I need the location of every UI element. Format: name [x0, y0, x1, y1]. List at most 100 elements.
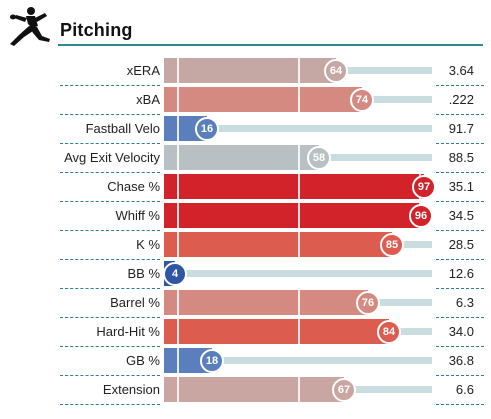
bar-gridline: [177, 58, 179, 83]
percentile-bar: [164, 174, 424, 199]
stat-value: 28.5: [448, 237, 474, 252]
stat-label: GB %: [126, 353, 160, 368]
percentile-track-area: 64: [164, 56, 432, 85]
percentile-track: [164, 125, 432, 132]
bar-gridline: [177, 145, 179, 170]
stat-value: 88.5: [448, 150, 474, 165]
percentile-badge: 76: [356, 291, 380, 315]
percentile-bar: [164, 319, 389, 344]
row-divider: [60, 172, 160, 173]
percentile-track-area: 58: [164, 143, 432, 172]
percentile-badge: 97: [412, 175, 436, 199]
stat-value: 6.6: [455, 382, 474, 397]
stat-value: 12.6: [448, 266, 474, 281]
stat-row: Fastball Velo 16 91.7: [0, 114, 491, 144]
row-divider: [436, 375, 484, 376]
row-divider: [436, 404, 484, 405]
page-title: Pitching: [60, 20, 133, 40]
stat-row: xERA 64 3.64: [0, 56, 491, 86]
stat-value: 3.64: [448, 63, 474, 78]
stat-label: Barrel %: [110, 295, 160, 310]
percentile-bar: [164, 145, 319, 170]
stat-label: Avg Exit Velocity: [64, 150, 160, 165]
row-divider: [436, 114, 484, 115]
row-divider: [436, 143, 484, 144]
stat-label: Chase %: [107, 179, 160, 194]
stat-label: xBA: [136, 92, 160, 107]
stat-row: Extension 67 6.6: [0, 375, 491, 405]
percentile-track-area: 74: [164, 85, 432, 114]
bar-gridline: [177, 116, 179, 141]
stat-row: GB % 18 36.8: [0, 346, 491, 376]
stat-row: Avg Exit Velocity 58 88.5: [0, 143, 491, 173]
percentile-badge: 18: [200, 349, 224, 373]
stat-label: BB %: [127, 266, 160, 281]
percentile-bar: [164, 232, 392, 257]
stat-label: Whiff %: [115, 208, 160, 223]
stat-label: xERA: [126, 63, 160, 78]
percentile-badge: 74: [350, 88, 374, 112]
bar-gridline: [298, 174, 300, 199]
row-divider: [60, 201, 160, 202]
stat-value: 6.3: [455, 295, 474, 310]
percentile-bar: [164, 290, 368, 315]
row-divider: [436, 172, 484, 173]
row-divider: [60, 259, 160, 260]
row-divider: [436, 230, 484, 231]
bar-gridline: [298, 203, 300, 228]
bar-gridline: [177, 232, 179, 257]
stat-value: 36.8: [448, 353, 474, 368]
stat-label: K %: [136, 237, 160, 252]
bar-gridline: [177, 290, 179, 315]
row-divider: [60, 317, 160, 318]
percentile-track-area: 67: [164, 375, 432, 404]
percentile-track: [164, 357, 432, 364]
stat-row: K % 85 28.5: [0, 230, 491, 260]
percentile-track-area: 96: [164, 201, 433, 230]
percentile-badge: 64: [324, 59, 348, 83]
row-divider: [60, 85, 160, 86]
stat-row: Chase % 97 35.1: [0, 172, 491, 202]
bar-gridline: [177, 203, 179, 228]
percentile-track-area: 97: [164, 172, 436, 201]
row-divider: [60, 346, 160, 347]
bar-gridline: [298, 319, 300, 344]
bar-gridline: [177, 348, 179, 373]
row-divider: [436, 346, 484, 347]
stat-row: xBA 74 .222: [0, 85, 491, 115]
stat-label: Extension: [102, 382, 160, 397]
percentile-badge: 4: [163, 262, 187, 286]
stat-value: 34.0: [448, 324, 474, 339]
stat-value: 34.5: [448, 208, 474, 223]
row-divider: [436, 317, 484, 318]
stat-value: 35.1: [448, 179, 474, 194]
percentile-track-area: 18: [164, 346, 432, 375]
bar-gridline: [298, 87, 300, 112]
stat-value: .222: [448, 92, 474, 107]
bar-gridline: [298, 58, 300, 83]
percentile-track: [164, 270, 432, 277]
stat-row: Whiff % 96 34.5: [0, 201, 491, 231]
bar-gridline: [298, 145, 300, 170]
row-divider: [436, 259, 484, 260]
row-divider: [436, 201, 484, 202]
percentile-track-area: 85: [164, 230, 432, 259]
percentile-bar: [164, 203, 421, 228]
bar-gridline: [298, 377, 300, 402]
percentile-badge: 16: [195, 117, 219, 141]
percentile-badge: 67: [332, 378, 356, 402]
percentile-badge: 96: [409, 204, 433, 228]
row-divider: [436, 85, 484, 86]
percentile-badge: 84: [377, 320, 401, 344]
bar-gridline: [177, 174, 179, 199]
row-divider: [60, 143, 160, 144]
row-divider: [60, 404, 160, 405]
percentile-bar: [164, 87, 362, 112]
row-divider: [60, 230, 160, 231]
row-divider: [60, 114, 160, 115]
bar-gridline: [177, 377, 179, 402]
percentile-badge: 58: [307, 146, 331, 170]
row-divider: [60, 288, 160, 289]
bar-gridline: [177, 319, 179, 344]
stat-label: Hard-Hit %: [96, 324, 160, 339]
